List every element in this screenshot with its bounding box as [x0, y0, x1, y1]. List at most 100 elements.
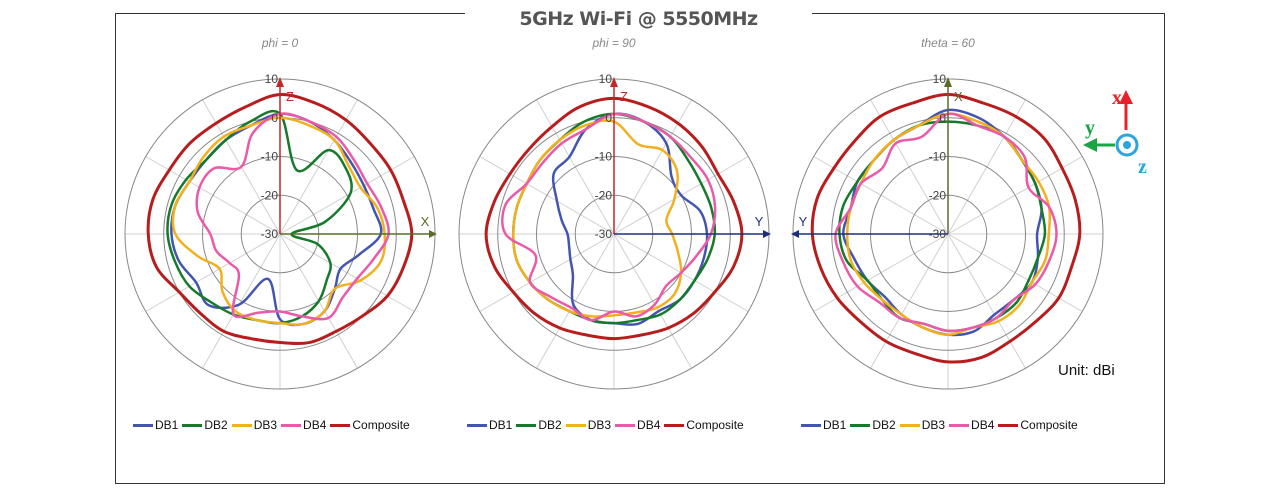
legend-swatch — [998, 423, 1019, 427]
legend-swatch — [949, 423, 970, 427]
legend-swatch — [565, 423, 586, 427]
legend-swatch — [467, 423, 487, 427]
series-db1 — [170, 112, 383, 327]
r-tick-label: 0 — [271, 111, 278, 125]
legend-label: DB1 — [823, 418, 847, 432]
legend-swatch — [850, 423, 871, 427]
x-arrowhead-icon — [1119, 90, 1133, 104]
y-arrowhead-icon — [1083, 138, 1097, 152]
chart-title-phi90: phi = 90 — [592, 36, 636, 50]
x-label: x — [1112, 87, 1122, 109]
legend-item: DB1 — [467, 418, 512, 432]
axis-label-x: X — [421, 214, 430, 229]
polar-chart-0: Z X 10 0 -10 -20 -30 — [124, 72, 437, 390]
y-label: y — [1085, 117, 1095, 139]
r-tick-label: 0 — [939, 111, 946, 125]
chart-title-phi0: phi = 0 — [261, 36, 299, 50]
polar-chart-2: X Y 10 0 -10 -20 -30 — [791, 72, 1104, 390]
legend-swatch — [330, 423, 351, 427]
legend-item: DB4 — [949, 418, 994, 432]
legend-label: DB2 — [204, 418, 228, 432]
r-tick-label: -20 — [929, 188, 947, 202]
legend-label: DB2 — [872, 418, 896, 432]
legend-label: DB4 — [637, 418, 661, 432]
series-db4 — [834, 112, 1058, 333]
legend-item: DB3 — [899, 418, 946, 432]
axis-arrow-icon — [610, 77, 618, 87]
legend-label: DB3 — [253, 418, 278, 432]
legend-0: DB1 DB2 DB3 DB4 Composite — [133, 418, 414, 432]
r-tick-label: -30 — [929, 227, 947, 241]
legend-item: Composite — [330, 418, 410, 432]
r-tick-label: 10 — [265, 72, 279, 86]
axis-label-z: Z — [620, 89, 628, 104]
axis-arrow-icon — [791, 230, 799, 238]
legend-swatch — [133, 423, 153, 427]
r-tick-label: 10 — [933, 72, 947, 86]
axis-arrow-icon — [429, 230, 437, 238]
legend-label: Composite — [1020, 418, 1078, 432]
coordinate-axes-icon: xy z — [1083, 87, 1147, 178]
legend-label: Composite — [352, 418, 410, 432]
legend-swatch — [615, 423, 636, 427]
legend-item: DB2 — [850, 418, 896, 432]
axis-label-y: Y — [799, 214, 808, 229]
r-tick-label: 0 — [605, 111, 612, 125]
r-tick-label: -10 — [595, 150, 613, 164]
axis-label-y: Y — [755, 214, 764, 229]
legend-item: DB2 — [182, 418, 228, 432]
r-tick-label: -20 — [595, 188, 613, 202]
legend-2: DB1 DB2 DB3 DB4 Composite — [801, 418, 1082, 432]
legend-label: DB4 — [971, 418, 995, 432]
r-tick-label: -10 — [929, 150, 947, 164]
r-tick-label: -20 — [261, 188, 279, 202]
chart-title-theta60: theta = 60 — [921, 36, 975, 50]
series-db3 — [171, 116, 387, 326]
axis-arrow-icon — [276, 77, 284, 87]
polar-chart-1: Z Y 10 0 -10 -20 -30 — [458, 72, 771, 390]
series-composite — [810, 92, 1082, 364]
legend-item: DB3 — [231, 418, 278, 432]
axis-arrow-icon — [763, 230, 771, 238]
legend-swatch — [182, 423, 203, 427]
unit-label: Unit: dBi — [1058, 362, 1115, 379]
axis-label-z: Z — [286, 89, 294, 104]
r-tick-label: 10 — [599, 72, 613, 86]
legend-swatch — [664, 423, 685, 427]
series-db2 — [166, 109, 353, 325]
legend-item: DB2 — [516, 418, 562, 432]
z-label: z — [1138, 156, 1147, 178]
legend-item: DB4 — [281, 418, 326, 432]
legend-item: DB3 — [565, 418, 612, 432]
legend-label: DB1 — [489, 418, 513, 432]
legend-label: DB3 — [921, 418, 946, 432]
legend-label: Composite — [686, 418, 744, 432]
z-dot-icon — [1123, 141, 1131, 149]
series-db4 — [195, 112, 390, 321]
legend-swatch — [281, 423, 302, 427]
r-tick-label: -30 — [595, 227, 613, 241]
legend-item: Composite — [998, 418, 1078, 432]
legend-item: DB1 — [801, 418, 846, 432]
legend-item: Composite — [664, 418, 744, 432]
legend-swatch — [899, 423, 920, 427]
legend-item: DB1 — [133, 418, 178, 432]
axis-arrow-icon — [944, 77, 952, 87]
legend-label: DB1 — [155, 418, 179, 432]
series-db4 — [501, 112, 717, 322]
series-composite — [484, 96, 744, 341]
r-tick-label: -10 — [261, 150, 279, 164]
legend-label: DB4 — [303, 418, 327, 432]
figure-title: 5GHz Wi-Fi @ 5550MHz — [465, 0, 812, 31]
legend-1: DB1 DB2 DB3 DB4 Composite — [467, 418, 748, 432]
legend-label: DB3 — [587, 418, 612, 432]
legend-swatch — [231, 423, 252, 427]
axis-label-x: X — [954, 89, 963, 104]
r-tick-label: -30 — [261, 227, 279, 241]
series-composite — [146, 92, 414, 346]
legend-item: DB4 — [615, 418, 660, 432]
legend-swatch — [801, 423, 821, 427]
legend-label: DB2 — [538, 418, 562, 432]
legend-swatch — [516, 423, 537, 427]
